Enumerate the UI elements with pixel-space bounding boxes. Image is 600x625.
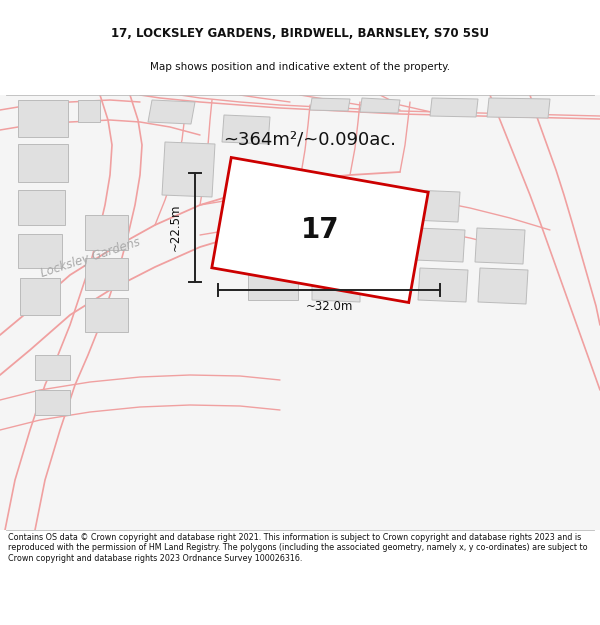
Polygon shape [18,144,68,182]
Text: 17: 17 [301,216,340,244]
Polygon shape [487,98,550,118]
Polygon shape [18,190,65,225]
Text: ~32.0m: ~32.0m [305,299,353,312]
Polygon shape [310,98,350,111]
Polygon shape [85,258,128,290]
Polygon shape [312,268,360,302]
Polygon shape [148,100,195,124]
Polygon shape [415,228,465,262]
Polygon shape [310,228,358,264]
Polygon shape [18,100,68,137]
Polygon shape [212,158,428,302]
Polygon shape [85,215,128,250]
Polygon shape [78,100,100,122]
Polygon shape [410,190,460,222]
Text: 17, LOCKSLEY GARDENS, BIRDWELL, BARNSLEY, S70 5SU: 17, LOCKSLEY GARDENS, BIRDWELL, BARNSLEY… [111,27,489,39]
Polygon shape [35,355,70,380]
Text: ~22.5m: ~22.5m [169,204,182,251]
Polygon shape [418,268,468,302]
Polygon shape [475,228,525,264]
Polygon shape [248,232,298,262]
Polygon shape [85,298,128,332]
Polygon shape [35,390,70,415]
Polygon shape [478,268,528,304]
Text: Map shows position and indicative extent of the property.: Map shows position and indicative extent… [150,62,450,72]
Text: Contains OS data © Crown copyright and database right 2021. This information is : Contains OS data © Crown copyright and d… [8,533,587,562]
Text: ~364m²/~0.090ac.: ~364m²/~0.090ac. [223,131,397,149]
Polygon shape [430,98,478,117]
Text: Locksley Gardens: Locksley Gardens [38,236,142,280]
Polygon shape [18,234,62,268]
Polygon shape [248,268,298,300]
Polygon shape [360,98,400,113]
Polygon shape [162,142,215,197]
Polygon shape [20,278,60,315]
Polygon shape [245,195,295,225]
Polygon shape [222,115,270,144]
